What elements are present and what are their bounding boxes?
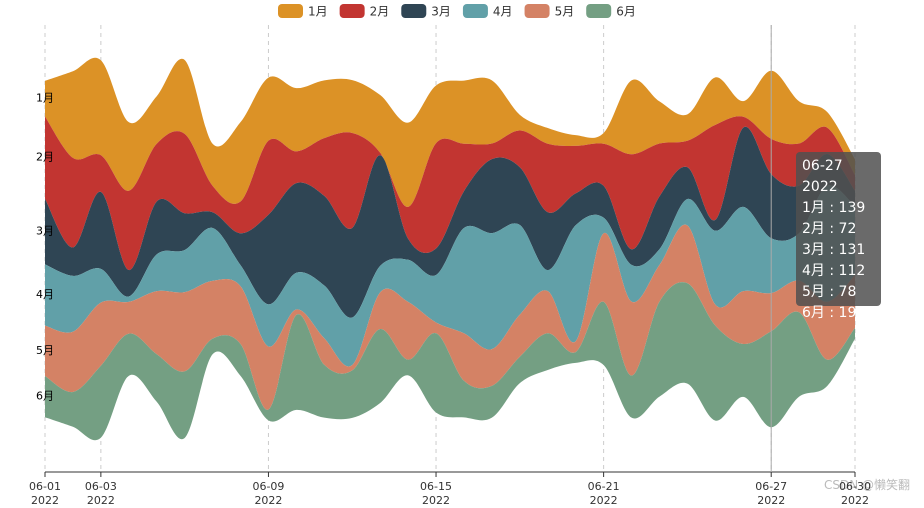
x-tick-label: 06-30 2022 bbox=[839, 480, 871, 507]
legend-label: 2月 bbox=[370, 5, 390, 19]
tooltip-series: 3月 bbox=[802, 242, 839, 258]
tooltip-row: 6月196 bbox=[802, 303, 881, 324]
legend: 1月 2月 3月 4月 5月 6月 bbox=[278, 4, 636, 19]
stream-label: 6月 bbox=[36, 390, 54, 403]
tooltip-value: 139 bbox=[838, 200, 866, 216]
tooltip-row: 2月72 bbox=[802, 219, 881, 240]
tooltip-value: 78 bbox=[838, 284, 857, 300]
tooltip-row: 4月112 bbox=[802, 261, 881, 282]
stream-label: 4月 bbox=[36, 288, 54, 301]
legend-swatch bbox=[278, 4, 303, 18]
x-tick-label: 06-15 2022 bbox=[420, 480, 453, 507]
tooltip: 06-27 20221月1392月723月1314月1125月786月196 bbox=[796, 152, 881, 321]
legend-label: 4月 bbox=[493, 5, 513, 19]
tooltip-series: 6月 bbox=[802, 305, 839, 321]
tooltip-value: 196 bbox=[838, 305, 866, 321]
legend-label: 6月 bbox=[616, 5, 636, 19]
legend-swatch bbox=[339, 4, 365, 18]
legend-label: 1月 bbox=[308, 5, 328, 19]
legend-swatch bbox=[462, 4, 488, 18]
stream-label: 3月 bbox=[36, 225, 54, 238]
legend-swatch bbox=[524, 4, 550, 18]
x-tick-label: 06-03 2022 bbox=[84, 480, 117, 507]
stream-label: 2月 bbox=[36, 151, 54, 164]
stream-area bbox=[45, 126, 855, 318]
tooltip-value: 72 bbox=[838, 221, 857, 237]
stream-area bbox=[45, 57, 855, 207]
x-tick-label: 06-09 2022 bbox=[252, 480, 285, 507]
legend-swatch bbox=[586, 4, 612, 18]
stream-area bbox=[45, 224, 855, 410]
tooltip-row: 1月139 bbox=[802, 198, 881, 219]
stream-label: 5月 bbox=[36, 344, 54, 357]
tooltip-value: 131 bbox=[838, 242, 866, 258]
watermark: CSDN @懒笑翻 bbox=[823, 478, 910, 492]
tooltip-row: 3月131 bbox=[802, 240, 881, 261]
tooltip-value: 112 bbox=[838, 263, 866, 279]
stream-area bbox=[45, 185, 855, 367]
legend-label: 5月 bbox=[555, 5, 575, 19]
legend-label: 3月 bbox=[431, 5, 451, 19]
stream-label: 1月 bbox=[36, 92, 54, 105]
x-tick-label: 06-01 2022 bbox=[29, 480, 61, 507]
tooltip-series: 2月 bbox=[802, 221, 839, 237]
legend-swatch bbox=[401, 4, 427, 18]
tooltip-series: 1月 bbox=[802, 200, 839, 216]
stream-area bbox=[45, 282, 855, 441]
tooltip-title: 06-27 2022 bbox=[802, 158, 843, 195]
tooltip-series: 4月 bbox=[802, 263, 839, 279]
x-tick-label: 06-21 2022 bbox=[587, 480, 620, 507]
tooltip-series: 5月 bbox=[802, 284, 839, 300]
stream-area bbox=[45, 116, 855, 271]
x-tick-label: 06-27 2022 bbox=[755, 480, 788, 507]
tooltip-row: 5月78 bbox=[802, 282, 881, 303]
